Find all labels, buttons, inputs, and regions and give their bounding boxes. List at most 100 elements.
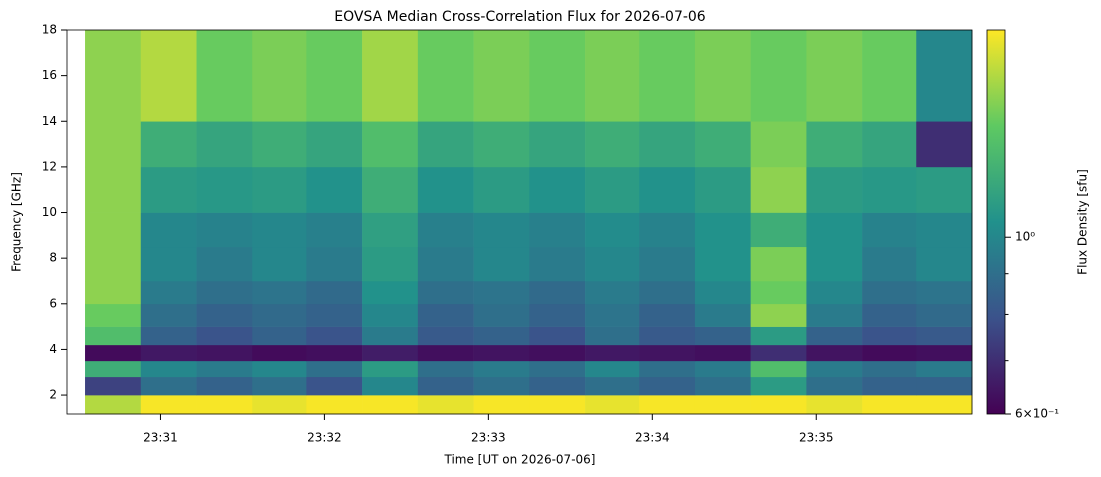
heatmap-cell — [140, 326, 197, 346]
heatmap-cell — [916, 326, 973, 346]
heatmap-cell — [252, 326, 307, 346]
heatmap-cell — [362, 121, 419, 168]
heatmap-cell — [417, 280, 474, 305]
heatmap-cell — [916, 30, 973, 122]
heatmap-cell — [639, 326, 696, 346]
heatmap-cell — [694, 166, 751, 213]
heatmap-cell — [585, 344, 640, 362]
heatmap-cell — [473, 395, 530, 415]
heatmap-cell — [862, 30, 917, 122]
heatmap-cell — [306, 376, 363, 396]
heatmap-cell — [862, 246, 917, 282]
heatmap-cell — [473, 166, 530, 213]
heatmap-cell — [862, 212, 917, 248]
heatmap-cell — [694, 30, 751, 122]
y-tick-label: 2 — [49, 388, 57, 402]
heatmap-cell — [916, 212, 973, 248]
heatmap-cell — [694, 395, 751, 415]
heatmap-cell — [252, 166, 307, 213]
heatmap-cell — [639, 166, 696, 213]
x-axis-label: Time [UT on 2026-07-06] — [444, 453, 596, 467]
heatmap-cell — [750, 121, 807, 168]
heatmap-cell — [252, 30, 307, 122]
heatmap-cell — [750, 303, 807, 327]
heatmap-cell — [862, 360, 917, 378]
heatmap-cell — [585, 326, 640, 346]
heatmap-cell — [529, 395, 586, 415]
heatmap-cell — [916, 360, 973, 378]
heatmap-cell — [529, 326, 586, 346]
heatmap-cell — [362, 395, 419, 415]
heatmap-cell — [362, 30, 419, 122]
heatmap-cell — [417, 246, 474, 282]
heatmap-cell — [529, 30, 586, 122]
heatmap-cell — [85, 121, 142, 168]
heatmap-cell — [196, 303, 253, 327]
heatmap-cell — [750, 344, 807, 362]
heatmap-cell — [585, 166, 640, 213]
heatmap-cell — [252, 303, 307, 327]
x-tick-label: 23:31 — [143, 431, 178, 445]
heatmap-cell — [306, 395, 363, 415]
x-tick-label: 23:35 — [799, 431, 834, 445]
heatmap-cell — [806, 344, 863, 362]
heatmap-cell — [750, 326, 807, 346]
heatmap-cell — [473, 121, 530, 168]
heatmap-cell — [473, 326, 530, 346]
heatmap-cell — [417, 166, 474, 213]
heatmap-cell — [639, 30, 696, 122]
heatmap-cell — [639, 395, 696, 415]
y-tick-label: 8 — [49, 251, 57, 265]
heatmap-cell — [694, 280, 751, 305]
heatmap-cell — [529, 121, 586, 168]
heatmap-cell — [196, 360, 253, 378]
heatmap-cell — [750, 376, 807, 396]
heatmap-cell — [862, 395, 917, 415]
heatmap-cell — [806, 212, 863, 248]
heatmap-cell — [806, 246, 863, 282]
heatmap-cell — [473, 360, 530, 378]
y-axis-label: Frequency [GHz] — [10, 172, 24, 272]
heatmap-cell — [85, 376, 142, 396]
heatmap-cell — [196, 212, 253, 248]
heatmap-cell — [85, 246, 142, 282]
heatmap-cell — [694, 326, 751, 346]
heatmap-cell — [806, 326, 863, 346]
heatmap-cell — [140, 344, 197, 362]
heatmap-cell — [750, 166, 807, 213]
heatmap-cell — [362, 344, 419, 362]
heatmap-cell — [196, 166, 253, 213]
heatmap-cell — [473, 376, 530, 396]
heatmap-cell — [585, 212, 640, 248]
heatmap-cells — [85, 30, 973, 415]
heatmap-cell — [85, 395, 142, 415]
heatmap-cell — [916, 166, 973, 213]
colorbar — [986, 29, 1006, 415]
heatmap-cell — [639, 376, 696, 396]
heatmap-cell — [806, 303, 863, 327]
y-tick-label: 4 — [49, 342, 57, 356]
heatmap-cell — [529, 280, 586, 305]
colorbar-label: Flux Density [sfu] — [1076, 169, 1090, 275]
heatmap-cell — [694, 246, 751, 282]
heatmap-cell — [473, 246, 530, 282]
heatmap-cell — [529, 376, 586, 396]
heatmap-cell — [306, 166, 363, 213]
heatmap-cell — [639, 280, 696, 305]
heatmap-cell — [806, 395, 863, 415]
heatmap-cell — [585, 376, 640, 396]
heatmap-cell — [806, 280, 863, 305]
heatmap-cell — [196, 121, 253, 168]
heatmap-cell — [306, 121, 363, 168]
heatmap-cell — [585, 303, 640, 327]
heatmap-cell — [473, 280, 530, 305]
heatmap-cell — [252, 395, 307, 415]
heatmap-cell — [306, 360, 363, 378]
heatmap-cell — [585, 360, 640, 378]
colorbar-tick-label: 10⁰ — [1015, 230, 1035, 244]
heatmap-cell — [473, 30, 530, 122]
heatmap-cell — [639, 344, 696, 362]
heatmap-cell — [252, 246, 307, 282]
heatmap-cell — [362, 166, 419, 213]
